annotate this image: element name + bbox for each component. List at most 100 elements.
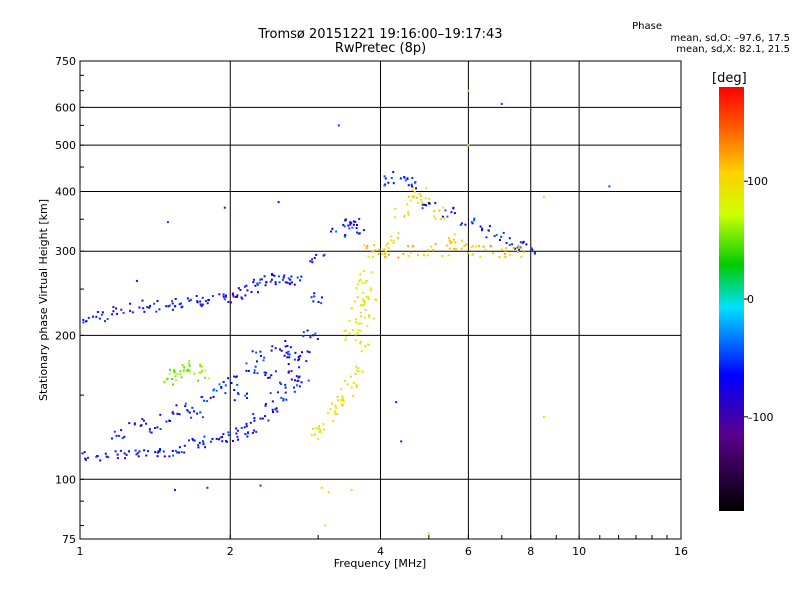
data-point [407, 245, 410, 248]
data-point [220, 386, 223, 389]
data-point [310, 434, 313, 437]
data-point [203, 399, 206, 402]
data-point [218, 438, 220, 441]
data-point [290, 275, 293, 278]
data-point [227, 300, 230, 303]
data-point [344, 329, 347, 332]
data-point [172, 383, 174, 386]
data-point [235, 432, 238, 435]
data-point [319, 430, 322, 433]
data-point [171, 411, 174, 414]
data-point [236, 435, 239, 438]
data-point [143, 310, 146, 313]
data-point [311, 258, 314, 261]
data-point [83, 451, 86, 454]
data-point [392, 182, 395, 185]
data-point [427, 532, 430, 535]
data-point [264, 374, 267, 377]
x-tick-label: 1 [77, 545, 84, 558]
data-point [293, 390, 296, 393]
data-point [514, 247, 517, 250]
data-point [453, 233, 456, 236]
data-point [84, 458, 87, 461]
data-point [196, 300, 199, 303]
data-point [354, 333, 357, 336]
y-tick-label: 400 [55, 185, 76, 198]
data-point [525, 243, 528, 246]
data-point [112, 306, 115, 309]
data-point [156, 455, 159, 458]
data-points [81, 89, 611, 535]
data-point [173, 369, 176, 372]
data-point [263, 275, 266, 278]
data-point [201, 303, 204, 306]
x-tick-label: 8 [527, 545, 534, 558]
data-point [125, 453, 128, 456]
data-point [500, 248, 503, 251]
data-point [292, 386, 295, 389]
data-point [360, 350, 363, 353]
data-point [418, 193, 421, 196]
data-point [287, 353, 290, 356]
data-point [128, 422, 131, 425]
data-point [253, 417, 256, 419]
data-point [285, 351, 288, 354]
data-point [184, 402, 187, 405]
data-point [354, 321, 357, 324]
data-point [165, 420, 168, 423]
data-point [359, 329, 362, 332]
data-point [390, 235, 392, 238]
data-point [221, 440, 224, 443]
data-point [95, 455, 98, 458]
data-point [362, 298, 365, 301]
data-point [397, 232, 400, 234]
data-point [199, 363, 202, 366]
data-point [359, 311, 362, 314]
data-point [357, 370, 360, 373]
data-point [193, 372, 196, 375]
y-tick-label: 500 [55, 139, 76, 152]
data-point [278, 275, 280, 278]
data-point [188, 360, 191, 363]
data-point [287, 363, 290, 365]
data-point [176, 372, 179, 375]
data-point [261, 417, 264, 420]
data-point [371, 251, 374, 253]
data-point [259, 484, 262, 487]
data-point [199, 364, 202, 367]
data-point [411, 196, 414, 199]
data-point [361, 370, 364, 373]
data-point [357, 367, 360, 370]
data-point [453, 212, 456, 215]
data-point [263, 356, 266, 359]
data-point [251, 350, 254, 353]
data-point [461, 240, 464, 243]
data-point [207, 377, 210, 380]
data-point [201, 416, 204, 419]
data-point [222, 433, 225, 436]
data-point [186, 297, 189, 300]
data-point [269, 392, 272, 395]
data-point [156, 300, 159, 302]
data-point [204, 446, 207, 449]
data-point [171, 300, 174, 303]
data-point [246, 392, 248, 395]
data-point [227, 434, 230, 437]
data-point [519, 241, 522, 244]
data-point [381, 252, 384, 255]
data-point [313, 295, 316, 298]
data-point [372, 317, 375, 320]
data-point [481, 227, 484, 230]
data-point [246, 289, 249, 292]
data-point [233, 399, 236, 402]
data-point [406, 177, 409, 180]
data-point [294, 379, 296, 382]
data-point [450, 211, 453, 214]
data-point [460, 222, 463, 225]
data-point [211, 437, 214, 440]
data-point [366, 324, 369, 327]
data-point [259, 417, 262, 420]
data-point [204, 376, 207, 379]
data-point [339, 398, 342, 401]
